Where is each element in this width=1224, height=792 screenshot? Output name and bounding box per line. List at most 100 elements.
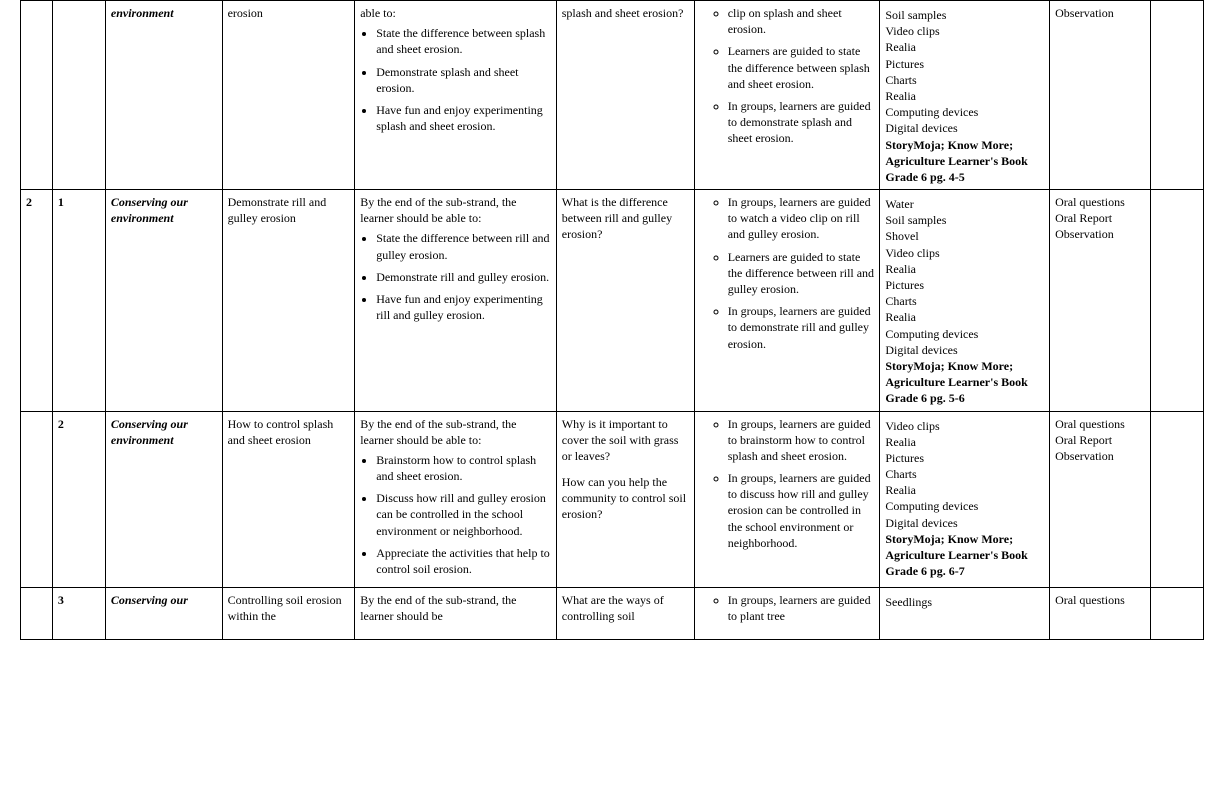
- assessment-item: Oral Report: [1055, 210, 1145, 226]
- key-questions-cell: What is the difference between rill and …: [556, 190, 694, 411]
- resources-cell: Seedlings: [880, 588, 1050, 639]
- week-cell: [21, 1, 53, 190]
- substrand-text: erosion: [228, 6, 263, 20]
- experiences-list: clip on splash and sheet erosion. Learner…: [700, 5, 875, 147]
- outcomes-cell: able to: State the difference between spl…: [355, 1, 557, 190]
- outcome-item: Have fun and enjoy experimenting rill an…: [376, 291, 551, 323]
- outcome-lead-text: By the end of the sub-strand, the learne…: [360, 592, 551, 624]
- resource-item: Digital devices: [885, 120, 1044, 136]
- resources-cell: Soil samplesVideo clipsRealiaPicturesCha…: [880, 1, 1050, 190]
- experiences-list: In groups, learners are guided to watch …: [700, 194, 875, 352]
- experiences-cell: In groups, learners are guided to watch …: [694, 190, 880, 411]
- outcome-lead-text: able to:: [360, 5, 551, 21]
- experience-item: Learners are guided to state the differe…: [728, 249, 875, 298]
- resource-item: Charts: [885, 293, 1044, 309]
- resource-item: Soil samples: [885, 212, 1044, 228]
- outcome-lead-text: By the end of the sub-strand, the learne…: [360, 416, 551, 448]
- substrand-cell: How to control splash and sheet erosion: [222, 411, 355, 588]
- resource-reference: StoryMoja; Know More; Agriculture Learne…: [885, 531, 1044, 580]
- key-question-text: What is the difference between rill and …: [562, 194, 689, 243]
- outcome-lead-text: By the end of the sub-strand, the learne…: [360, 194, 551, 226]
- key-question-text: How can you help the community to contro…: [562, 474, 689, 523]
- outcome-item: Demonstrate rill and gulley erosion.: [376, 269, 551, 285]
- substrand-text: Controlling soil erosion within the: [228, 593, 342, 623]
- assessment-item: Observation: [1055, 226, 1145, 242]
- resource-item: Pictures: [885, 277, 1044, 293]
- substrand-text: Demonstrate rill and gulley erosion: [228, 195, 327, 225]
- strand-text: Conserving our environment: [111, 195, 188, 225]
- outcome-item: State the difference between rill and gu…: [376, 230, 551, 262]
- experience-item: clip on splash and sheet erosion.: [728, 5, 875, 37]
- resource-item: Video clips: [885, 245, 1044, 261]
- resource-item: Charts: [885, 466, 1044, 482]
- outcome-item: Appreciate the activities that help to c…: [376, 545, 551, 577]
- resource-item: Video clips: [885, 23, 1044, 39]
- strand-cell: Conserving our environment: [105, 190, 222, 411]
- week-value: 2: [26, 195, 32, 209]
- strand-cell: Conserving our environment: [105, 411, 222, 588]
- experience-item: Learners are guided to state the differe…: [728, 43, 875, 92]
- resource-reference: StoryMoja; Know More; Agriculture Learne…: [885, 358, 1044, 407]
- assessment-cell: Oral questionsOral ReportObservation: [1050, 411, 1151, 588]
- remarks-cell: [1150, 588, 1203, 639]
- key-questions-cell: Why is it important to cover the soil wi…: [556, 411, 694, 588]
- key-questions-cell: What are the ways of controlling soil: [556, 588, 694, 639]
- remarks-cell: [1150, 190, 1203, 411]
- substrand-cell: erosion: [222, 1, 355, 190]
- resource-item: Soil samples: [885, 7, 1044, 23]
- resource-item: Digital devices: [885, 515, 1044, 531]
- strand-cell: environment: [105, 1, 222, 190]
- strand-text: environment: [111, 6, 174, 20]
- outcomes-cell: By the end of the sub-strand, the learne…: [355, 190, 557, 411]
- resource-item: Realia: [885, 482, 1044, 498]
- outcome-item: Brainstorm how to control splash and she…: [376, 452, 551, 484]
- table-body: environment erosion able to: State the diff…: [21, 1, 1204, 640]
- resource-item: Video clips: [885, 418, 1044, 434]
- experience-item: In groups, learners are guided to watch …: [728, 194, 875, 243]
- resource-item: Computing devices: [885, 498, 1044, 514]
- experience-item: In groups, learners are guided to plant …: [728, 592, 875, 624]
- experiences-cell: In groups, learners are guided to brains…: [694, 411, 880, 588]
- lesson-value: 2: [58, 417, 64, 431]
- experiences-list: In groups, learners are guided to plant …: [700, 592, 875, 624]
- assessment-item: Observation: [1055, 5, 1145, 21]
- resource-item: Pictures: [885, 450, 1044, 466]
- outcome-list: State the difference between splash and …: [360, 25, 551, 134]
- resource-item: Computing devices: [885, 326, 1044, 342]
- experiences-cell: clip on splash and sheet erosion. Learner…: [694, 1, 880, 190]
- remarks-cell: [1150, 411, 1203, 588]
- resource-item: Water: [885, 196, 1044, 212]
- remarks-cell: [1150, 1, 1203, 190]
- resource-item: Charts: [885, 72, 1044, 88]
- lesson-value: 1: [58, 195, 64, 209]
- resources-cell: WaterSoil samplesShovelVideo clipsRealia…: [880, 190, 1050, 411]
- resource-item: Pictures: [885, 56, 1044, 72]
- strand-cell: Conserving our: [105, 588, 222, 639]
- table-row: environment erosion able to: State the diff…: [21, 1, 1204, 190]
- resource-item: Realia: [885, 434, 1044, 450]
- page: environment erosion able to: State the diff…: [0, 0, 1224, 640]
- strand-text: Conserving our environment: [111, 417, 188, 447]
- assessment-item: Oral questions: [1055, 416, 1145, 432]
- substrand-text: How to control splash and sheet erosion: [228, 417, 334, 447]
- resource-item: Shovel: [885, 228, 1044, 244]
- resource-item: Realia: [885, 88, 1044, 104]
- substrand-cell: Controlling soil erosion within the: [222, 588, 355, 639]
- resource-item: Realia: [885, 39, 1044, 55]
- key-question-text: What are the ways of controlling soil: [562, 592, 689, 624]
- key-questions-cell: splash and sheet erosion?: [556, 1, 694, 190]
- outcome-item: Demonstrate splash and sheet erosion.: [376, 64, 551, 96]
- scheme-of-work-table: environment erosion able to: State the diff…: [20, 0, 1204, 640]
- week-cell: [21, 588, 53, 639]
- assessment-cell: Observation: [1050, 1, 1151, 190]
- experiences-cell: In groups, learners are guided to plant …: [694, 588, 880, 639]
- assessment-item: Oral questions: [1055, 592, 1145, 608]
- substrand-cell: Demonstrate rill and gulley erosion: [222, 190, 355, 411]
- experience-item: In groups, learners are guided to brains…: [728, 416, 875, 465]
- lesson-cell: 3: [52, 588, 105, 639]
- lesson-cell: 2: [52, 411, 105, 588]
- resource-reference: StoryMoja; Know More; Agriculture Learne…: [885, 137, 1044, 186]
- experience-item: In groups, learners are guided to discus…: [728, 470, 875, 551]
- lesson-cell: [52, 1, 105, 190]
- outcome-item: Have fun and enjoy experimenting splash …: [376, 102, 551, 134]
